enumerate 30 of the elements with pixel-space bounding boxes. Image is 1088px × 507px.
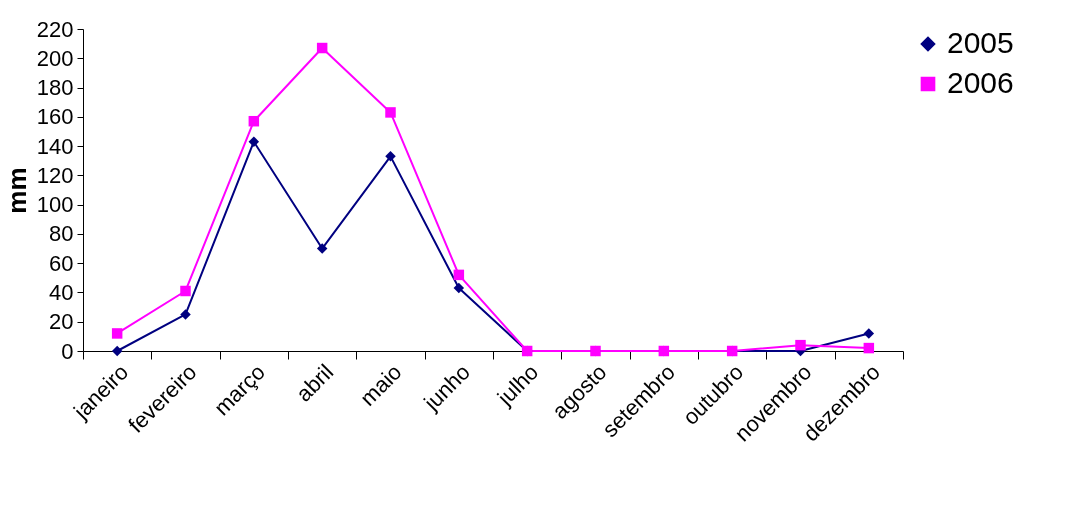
point xyxy=(863,328,875,339)
point xyxy=(385,151,396,162)
y-tick-label: 0 xyxy=(61,338,74,364)
legend-label: 2006 xyxy=(947,66,1014,99)
point xyxy=(180,285,191,297)
point xyxy=(248,115,260,127)
y-tick-label: 120 xyxy=(36,162,74,188)
y-tick-label: 60 xyxy=(49,250,74,276)
point xyxy=(111,328,123,339)
y-tick-label: 160 xyxy=(36,104,74,130)
y-tick-label: 80 xyxy=(49,221,74,247)
y-tick-label: 180 xyxy=(36,75,74,101)
legend-label: 2005 xyxy=(947,26,1014,59)
y-tick-label: 140 xyxy=(36,133,74,159)
point xyxy=(316,243,328,254)
y-tick-label: 40 xyxy=(49,279,74,305)
point xyxy=(111,345,123,357)
point xyxy=(248,136,260,147)
y-tick-label: 100 xyxy=(36,192,74,218)
point xyxy=(795,339,806,351)
y-axis-title: mm xyxy=(1,167,32,214)
point xyxy=(316,42,328,54)
y-tick-label: 20 xyxy=(49,309,74,335)
y-tick-label: 200 xyxy=(36,45,74,71)
point xyxy=(453,282,465,294)
point xyxy=(863,342,875,354)
point xyxy=(453,269,465,281)
point xyxy=(385,107,396,118)
point xyxy=(180,309,191,320)
y-tick-label: 220 xyxy=(36,16,74,42)
